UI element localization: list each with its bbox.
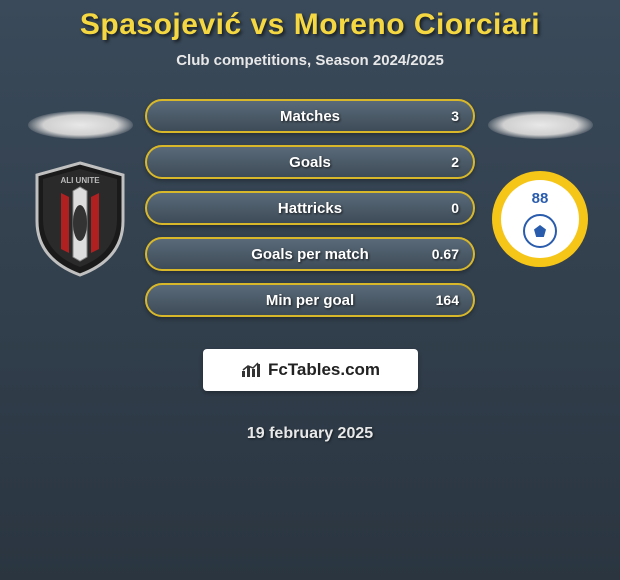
stat-right-value: 3 bbox=[451, 108, 459, 124]
stat-right-value: 164 bbox=[436, 292, 459, 308]
stat-label: Min per goal bbox=[266, 292, 354, 309]
stat-row-min-per-goal: Min per goal 164 bbox=[145, 283, 475, 317]
date-footer: 19 february 2025 bbox=[247, 425, 373, 443]
stat-right-value: 0 bbox=[451, 200, 459, 216]
club-badge-left: ALI UNITE bbox=[31, 161, 129, 277]
badge-number: 88 bbox=[532, 190, 549, 207]
right-column: 88 bbox=[480, 99, 600, 267]
brand-logo-text: FcTables.com bbox=[268, 360, 380, 380]
shield-icon: ALI UNITE bbox=[31, 161, 129, 277]
stat-label: Goals per match bbox=[251, 246, 369, 263]
stat-label: Hattricks bbox=[278, 200, 342, 217]
subtitle: Club competitions, Season 2024/2025 bbox=[0, 52, 620, 69]
badge-inner: 88 bbox=[501, 180, 579, 258]
stat-label: Matches bbox=[280, 108, 340, 125]
stat-row-goals-per-match: Goals per match 0.67 bbox=[145, 237, 475, 271]
brand-logo[interactable]: FcTables.com bbox=[203, 349, 418, 391]
player-silhouette-right bbox=[488, 111, 593, 139]
player-silhouette-left bbox=[28, 111, 133, 139]
main-row: ALI UNITE Matches 3 Goals 2 bbox=[0, 99, 620, 443]
stat-label: Goals bbox=[289, 154, 331, 171]
chart-icon bbox=[240, 361, 262, 379]
stats-column: Matches 3 Goals 2 Hattricks 0 Goals per … bbox=[140, 99, 480, 443]
page-title: Spasojević vs Moreno Ciorciari bbox=[0, 8, 620, 42]
club-badge-right: 88 bbox=[492, 171, 588, 267]
soccer-ball-icon bbox=[523, 214, 557, 248]
stat-row-matches: Matches 3 bbox=[145, 99, 475, 133]
stat-right-value: 0.67 bbox=[432, 246, 459, 262]
stat-right-value: 2 bbox=[451, 154, 459, 170]
left-column: ALI UNITE bbox=[20, 99, 140, 277]
stat-row-hattricks: Hattricks 0 bbox=[145, 191, 475, 225]
badge-left-text: ALI UNITE bbox=[60, 176, 100, 185]
stat-row-goals: Goals 2 bbox=[145, 145, 475, 179]
